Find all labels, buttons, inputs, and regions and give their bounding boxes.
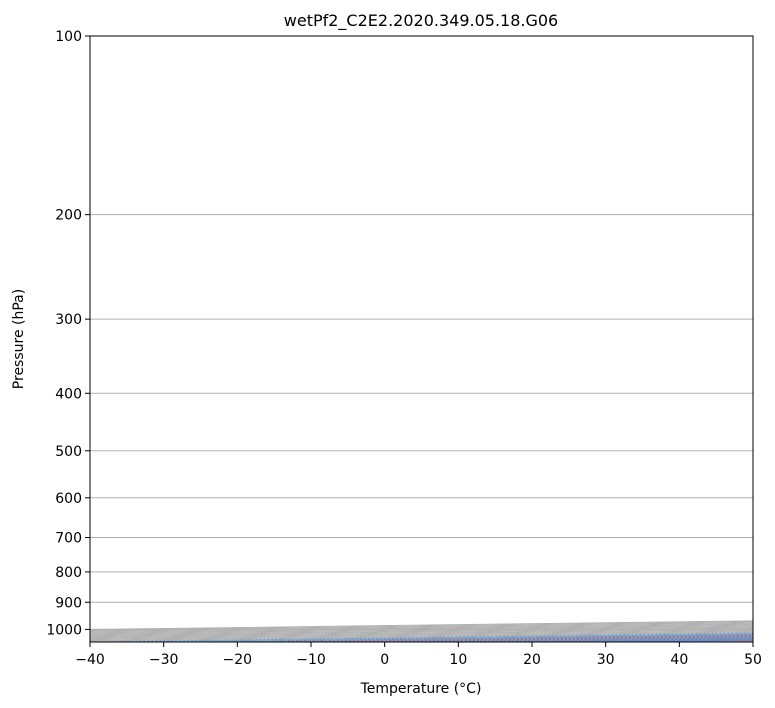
y-tick-label: 100 <box>55 29 82 45</box>
x-tick-label: 20 <box>523 652 541 668</box>
x-tick-label: −10 <box>296 652 326 668</box>
chart-title: wetPf2_C2E2.2020.349.05.18.G06 <box>284 11 558 31</box>
y-tick-label: 900 <box>55 595 82 611</box>
plot-area: -100-90-80-70-60-50-40-30-20-10010203040… <box>90 36 753 642</box>
x-tick-label: −40 <box>75 652 105 668</box>
x-tick-label: 40 <box>670 652 688 668</box>
y-tick-label: 200 <box>55 208 82 224</box>
x-tick-label: 30 <box>597 652 615 668</box>
y-axis-label: Pressure (hPa) <box>11 289 27 389</box>
plot-frame <box>89 35 754 643</box>
plot-background <box>90 36 753 642</box>
x-axis-label: Temperature (°C) <box>360 681 482 697</box>
y-tick-label: 600 <box>55 491 82 507</box>
x-tick-label: −30 <box>149 652 179 668</box>
x-tick-label: −20 <box>223 652 253 668</box>
y-tick-label: 400 <box>55 386 82 402</box>
x-tick-label: 50 <box>744 652 762 668</box>
x-axis-ticks: −40 −30 −20 −10 0 10 20 30 40 50 <box>75 642 762 668</box>
y-tick-label: 300 <box>55 312 82 328</box>
x-tick-label: 10 <box>449 652 467 668</box>
y-tick-label: 700 <box>55 531 82 547</box>
y-tick-label: 500 <box>55 444 82 460</box>
y-tick-label: 800 <box>55 565 82 581</box>
y-axis-ticks: 100 200 300 400 500 600 700 800 900 1000 <box>46 29 90 638</box>
x-tick-label: 0 <box>380 652 389 668</box>
y-tick-label: 1000 <box>46 622 82 638</box>
